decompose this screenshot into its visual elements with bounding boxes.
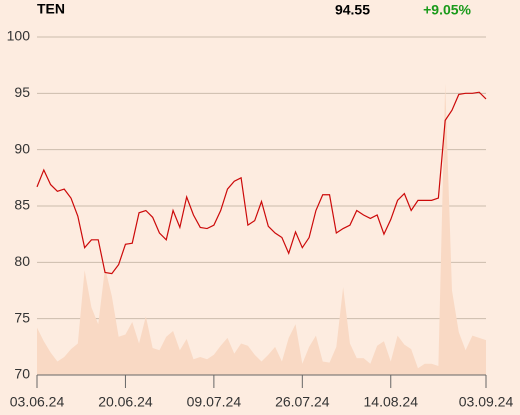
y-tick-label: 85	[14, 197, 30, 213]
y-tick-label: 90	[14, 140, 30, 156]
x-tick-label: 20.06.24	[98, 394, 153, 410]
x-tick-label: 09.07.24	[187, 394, 242, 410]
y-tick-label: 95	[14, 84, 30, 100]
y-tick-label: 75	[14, 309, 30, 325]
x-tick-label: 26.07.24	[275, 394, 330, 410]
last-price: 94.55	[335, 2, 370, 18]
y-tick-label: 70	[14, 366, 30, 382]
y-tick-label: 80	[14, 253, 30, 269]
ticker: TEN	[37, 1, 65, 17]
volume-area	[37, 83, 486, 376]
x-tick-label: 03.09.24	[459, 394, 514, 410]
x-tick-label: 14.08.24	[364, 394, 419, 410]
x-tick-label: 03.06.24	[10, 394, 65, 410]
price-line	[36, 91, 487, 275]
price-change: +9.05%	[423, 2, 471, 18]
y-tick-label: 100	[7, 28, 31, 44]
